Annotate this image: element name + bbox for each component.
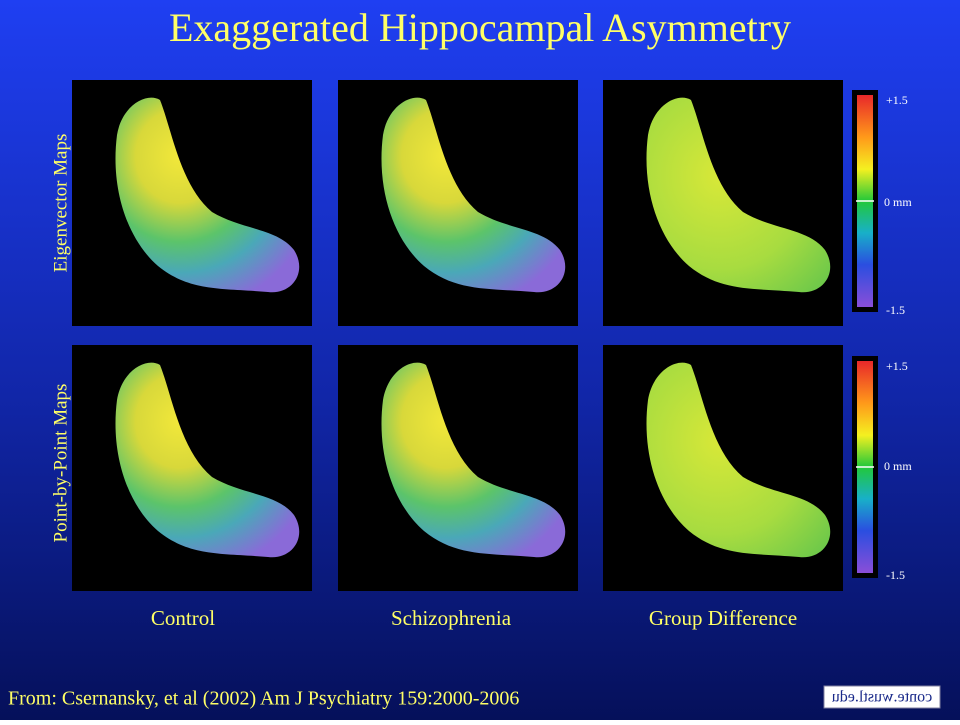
panel [603, 345, 843, 591]
logo-text: conte.wustl.edu [832, 689, 932, 706]
slide-title: Exaggerated Hippocampal Asymmetry [169, 5, 791, 50]
panel [338, 80, 578, 326]
colorbar-label: 0 mm [884, 459, 912, 473]
row-label: Eigenvector Maps [50, 134, 71, 273]
row-label: Point-by-Point Maps [50, 384, 71, 543]
citation: From: Csernansky, et al (2002) Am J Psyc… [8, 688, 519, 710]
colorbar [852, 90, 878, 312]
panel [72, 80, 312, 326]
colorbar-label: +1.5 [886, 359, 908, 373]
column-label: Group Difference [649, 606, 797, 630]
colorbar [852, 356, 878, 578]
column-label: Control [151, 606, 215, 630]
panel [72, 345, 312, 591]
panel [603, 80, 843, 326]
column-label: Schizophrenia [391, 606, 512, 630]
panel [338, 345, 578, 591]
colorbar-label: +1.5 [886, 93, 908, 107]
colorbar-label: -1.5 [886, 568, 905, 582]
colorbar-label: -1.5 [886, 303, 905, 317]
colorbar-label: 0 mm [884, 195, 912, 209]
logo: conte.wustl.edu [823, 685, 941, 709]
